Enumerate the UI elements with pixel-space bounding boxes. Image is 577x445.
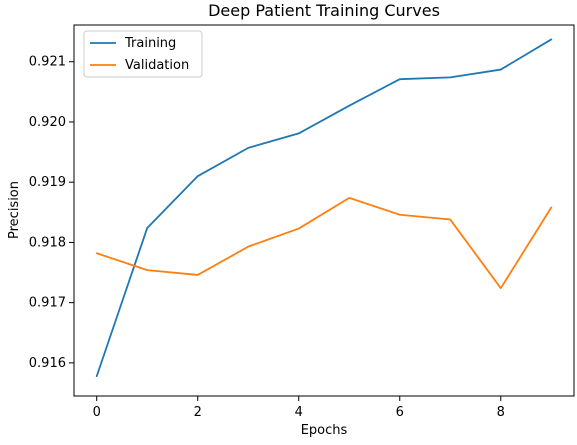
legend-label: Training (124, 36, 176, 51)
y-axis-label: Precision (7, 181, 22, 239)
legend-item-validation: Validation (90, 58, 189, 73)
y-tick-label: 0.920 (29, 115, 66, 130)
y-tick-label: 0.921 (29, 55, 66, 70)
y-axis: 0.916 0.917 0.918 0.919 0.920 0.921 (29, 55, 74, 371)
y-tick-label: 0.918 (29, 235, 66, 250)
y-tick-label: 0.917 (29, 296, 66, 311)
y-tick-label: 0.916 (29, 356, 66, 371)
validation-series-line (95, 196, 553, 290)
training-series-line (95, 38, 553, 378)
x-tick-label: 2 (194, 405, 202, 420)
series-layer (95, 38, 553, 378)
x-tick-label: 6 (396, 405, 404, 420)
legend-item-training: Training (90, 36, 176, 51)
x-tick-label: 4 (295, 405, 303, 420)
legend: Training Validation (83, 30, 203, 78)
y-tick-label: 0.919 (29, 175, 66, 190)
x-tick-label: 8 (497, 405, 505, 420)
plot-area (73, 24, 575, 397)
x-tick-label: 0 (93, 405, 101, 420)
x-axis: 0 2 4 6 8 (93, 396, 505, 420)
x-axis-label: Epochs (301, 423, 348, 438)
legend-label: Validation (125, 58, 189, 73)
chart-title: Deep Patient Training Curves (208, 1, 440, 20)
